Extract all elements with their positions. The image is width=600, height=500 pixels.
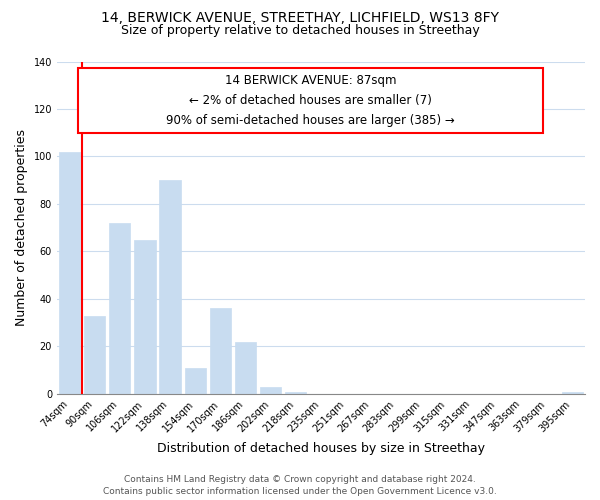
Text: Size of property relative to detached houses in Streethay: Size of property relative to detached ho… [121,24,479,37]
Bar [84,316,106,394]
Bar [185,368,206,394]
Bar [209,308,231,394]
Bar [562,392,583,394]
Bar [109,223,130,394]
Text: Contains HM Land Registry data © Crown copyright and database right 2024.
Contai: Contains HM Land Registry data © Crown c… [103,474,497,496]
Text: 14 BERWICK AVENUE: 87sqm
← 2% of detached houses are smaller (7)
90% of semi-det: 14 BERWICK AVENUE: 87sqm ← 2% of detache… [166,74,455,127]
FancyBboxPatch shape [78,68,543,133]
Bar [134,240,155,394]
Bar [160,180,181,394]
Bar [235,342,256,394]
Text: 14, BERWICK AVENUE, STREETHAY, LICHFIELD, WS13 8FY: 14, BERWICK AVENUE, STREETHAY, LICHFIELD… [101,11,499,25]
X-axis label: Distribution of detached houses by size in Streethay: Distribution of detached houses by size … [157,442,485,455]
Y-axis label: Number of detached properties: Number of detached properties [15,129,28,326]
Bar [59,152,80,394]
Bar [285,392,307,394]
Bar [260,387,281,394]
